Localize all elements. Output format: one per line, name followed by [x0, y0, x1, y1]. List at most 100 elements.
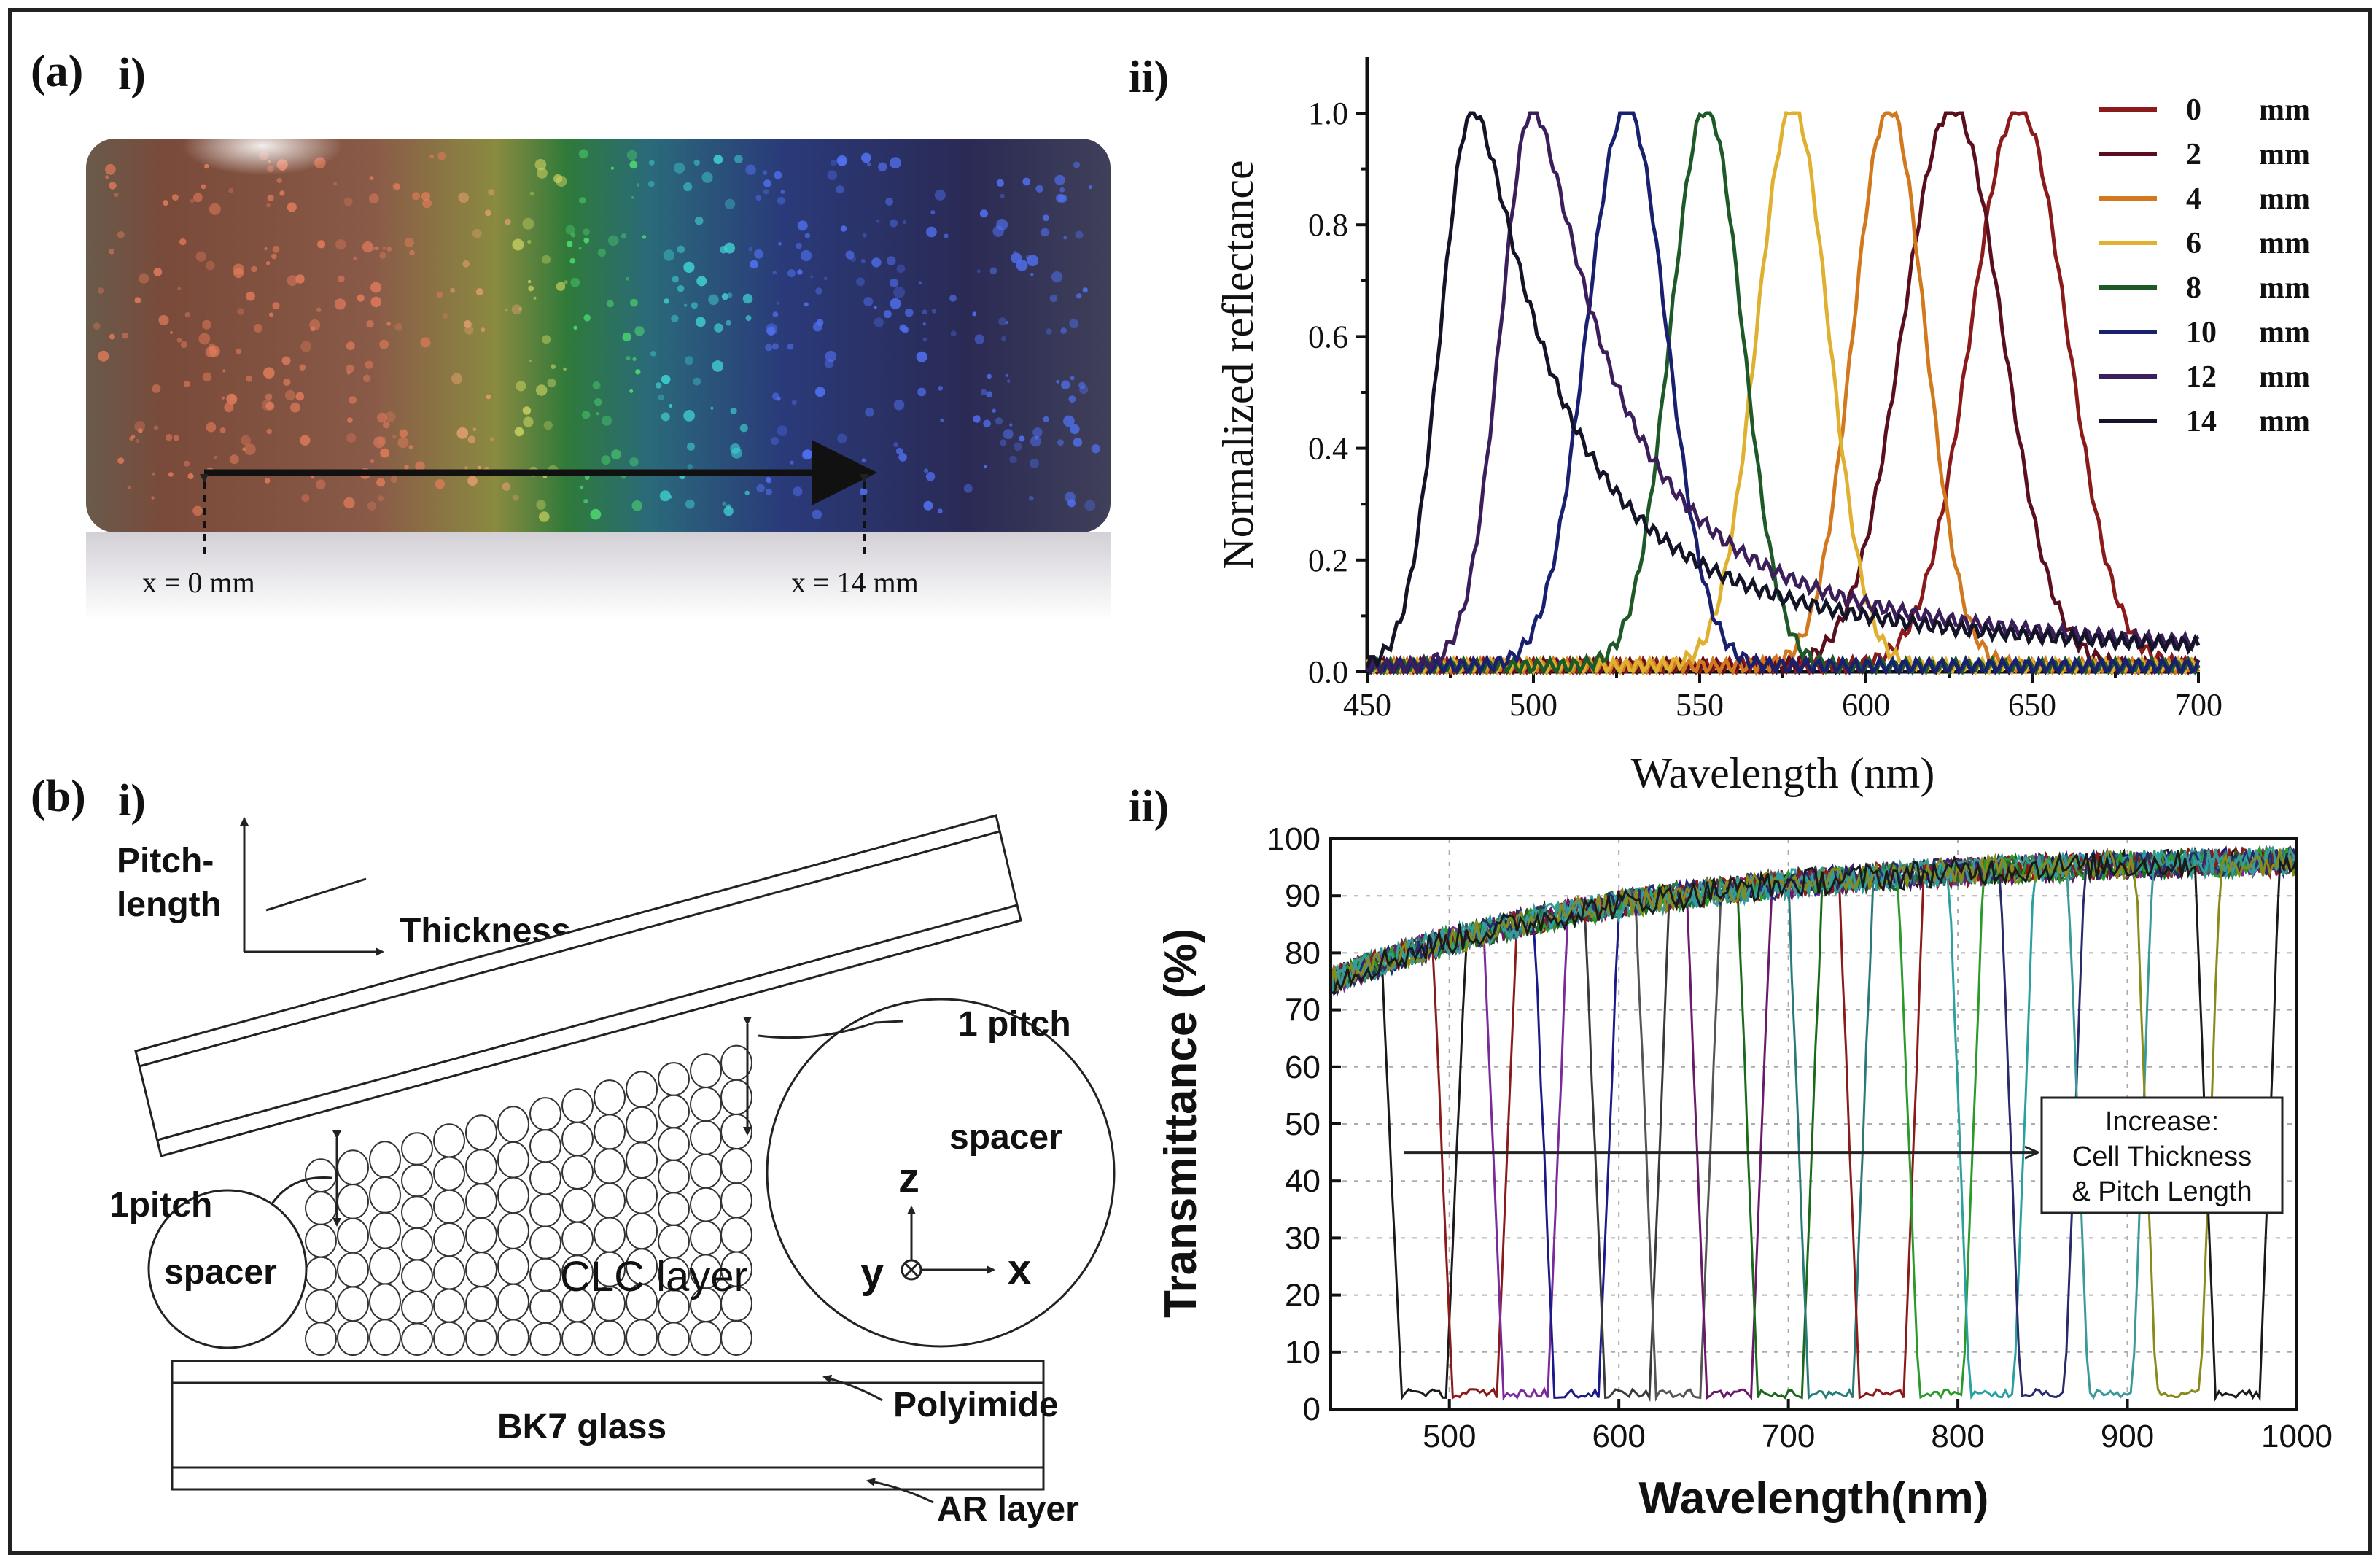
sparkle: [1029, 495, 1034, 501]
clc-ellipse: [465, 1114, 497, 1151]
sparkle: [193, 193, 203, 203]
z-label: z: [898, 1155, 919, 1202]
sparkle: [1091, 444, 1101, 454]
sparkle: [1063, 236, 1068, 240]
clc-ellipse: [369, 1141, 401, 1178]
sparkle: [205, 346, 217, 357]
spacer-left-label: spacer: [164, 1253, 277, 1292]
sparkle: [635, 369, 641, 375]
y-axis-cross-2: [903, 1262, 919, 1278]
sparkle: [996, 219, 1008, 230]
sparkle: [1035, 436, 1039, 440]
y-tick-label: 0.2: [1308, 543, 1348, 578]
sparkle: [845, 250, 855, 260]
sparkle: [890, 219, 898, 228]
sparkle: [766, 489, 772, 495]
sparkle: [650, 351, 656, 357]
clc-ellipse: [561, 1321, 594, 1356]
sparkle: [230, 395, 235, 400]
sparkle: [583, 314, 591, 322]
sparkle: [725, 198, 736, 209]
sparkle: [478, 465, 481, 470]
sparkle: [874, 306, 877, 309]
clc-ellipse: [497, 1176, 529, 1214]
sparkle: [527, 239, 532, 244]
clc-layer-label: CLC layer: [560, 1253, 748, 1300]
sparkle: [219, 427, 226, 433]
sparkle: [1076, 293, 1082, 299]
sparkle: [422, 198, 432, 209]
sparkle: [927, 501, 930, 505]
sparkle: [713, 155, 723, 165]
sparkle: [409, 249, 415, 256]
sparkle: [659, 490, 671, 502]
sparkle: [801, 249, 812, 262]
sparkle: [1030, 458, 1039, 468]
clc-ellipse: [305, 1256, 337, 1291]
annotation-line-2: Cell Thickness: [2072, 1141, 2252, 1172]
spacer-left: [147, 1189, 308, 1349]
sparkle: [316, 307, 322, 312]
sparkle: [1009, 423, 1013, 427]
clc-ellipse: [594, 1319, 626, 1357]
sparkle: [536, 500, 546, 510]
sparkle: [301, 494, 310, 503]
sparkle: [343, 197, 353, 206]
sparkle: [436, 292, 443, 298]
sparkle: [581, 411, 591, 419]
sparkle: [694, 216, 704, 225]
sparkle: [636, 183, 640, 187]
sparkle: [565, 225, 575, 235]
x-axis-title: Wavelength(nm): [1639, 1473, 1989, 1524]
sparkle: [874, 317, 884, 327]
sparkle: [535, 384, 548, 396]
sparkle: [607, 235, 619, 247]
sparkle: [567, 241, 573, 247]
sparkle: [683, 410, 695, 422]
sparkle: [569, 257, 575, 264]
sparkle: [655, 382, 662, 389]
sparkle: [386, 322, 391, 326]
sparkle: [377, 412, 387, 423]
clc-ellipse: [658, 1159, 690, 1194]
sparkle: [1070, 376, 1075, 381]
sparkle: [392, 182, 400, 191]
sparkle: [105, 163, 116, 175]
sparkle: [837, 157, 847, 166]
sparkle: [974, 334, 985, 344]
sparkle: [179, 238, 187, 246]
clc-ellipse: [529, 1257, 561, 1292]
x-tick-label: 600: [1842, 687, 1890, 723]
sparkle: [362, 241, 374, 253]
sparkle: [755, 195, 761, 201]
sparkle: [472, 427, 477, 431]
ar-label: AR layer: [937, 1490, 1079, 1529]
sparkle: [472, 228, 482, 238]
clc-ellipse: [690, 1220, 722, 1256]
clc-ellipse: [465, 1183, 497, 1219]
sparkle: [542, 335, 551, 344]
sparkle: [542, 255, 551, 264]
clc-ellipse: [690, 1321, 722, 1356]
clc-ellipse: [465, 1217, 497, 1254]
sparkle: [1046, 328, 1052, 335]
x-tick-label: 800: [1931, 1419, 1984, 1454]
x-tick-label: 450: [1343, 687, 1391, 723]
sparkle: [762, 170, 768, 175]
sparkle: [787, 343, 794, 350]
sparkle: [93, 322, 101, 330]
y-tick-label: 30: [1285, 1220, 1321, 1256]
sparkle: [346, 433, 357, 443]
sparkle: [365, 360, 373, 369]
sparkle: [685, 499, 695, 509]
sparkle: [467, 435, 476, 443]
reflectance-series: [1365, 110, 2201, 677]
one-pitch-right-label: 1 pitch: [958, 1005, 1071, 1044]
sparkle: [871, 257, 882, 268]
clc-ellipse: [401, 1163, 433, 1198]
y-tick-label: 70: [1285, 993, 1321, 1028]
sparkle: [890, 298, 901, 309]
series-8mm-line: [1365, 111, 2201, 676]
sparkle: [1000, 193, 1005, 198]
sparkle: [824, 359, 834, 368]
